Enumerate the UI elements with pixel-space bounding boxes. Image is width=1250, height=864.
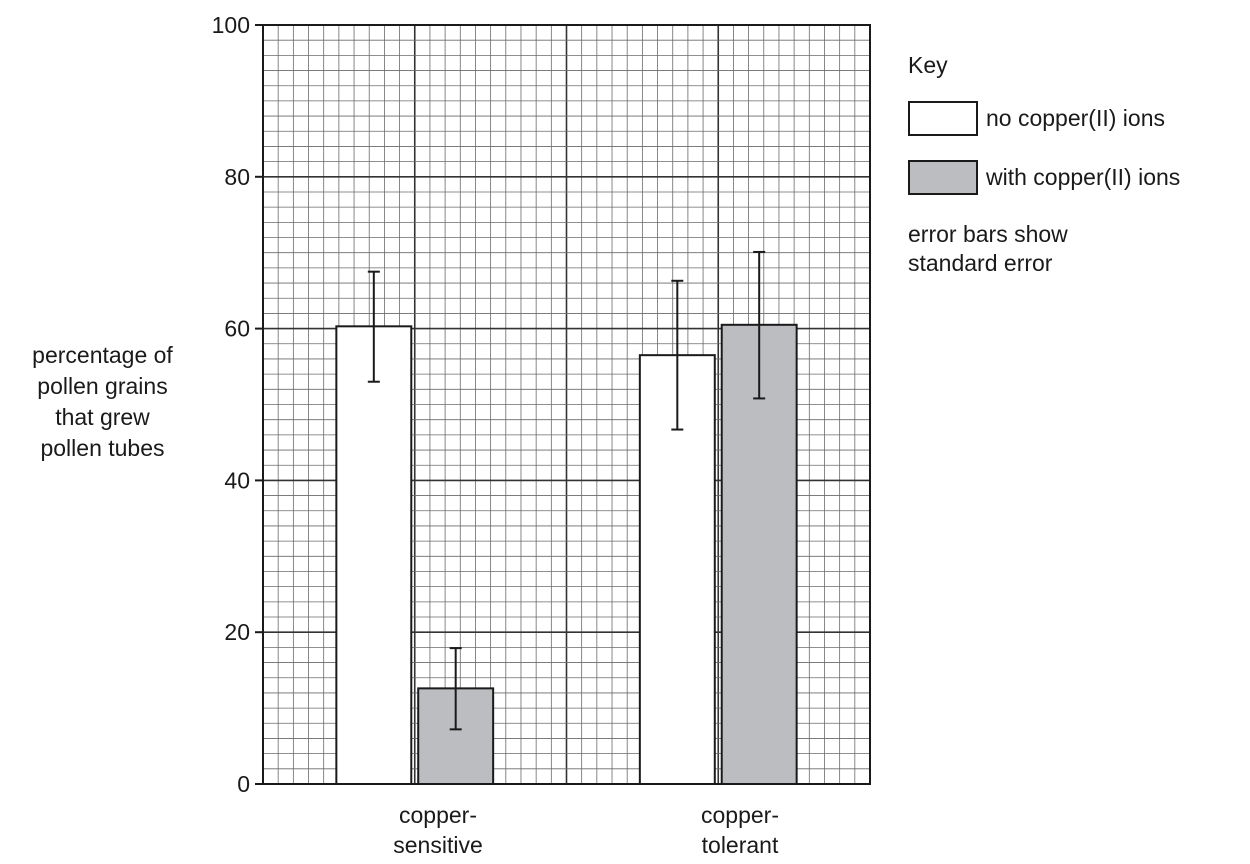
y-axis-label: percentage of pollen grains that grew po…	[0, 340, 205, 464]
y-tick-label: 20	[224, 619, 250, 645]
category-label-copper-sensitive: copper- sensitive	[338, 800, 538, 860]
plot-frame	[262, 24, 871, 785]
legend-item-label: with copper(II) ions	[986, 163, 1181, 190]
category-label-line: sensitive	[393, 832, 483, 858]
category-label-copper-tolerant: copper- tolerant	[640, 800, 840, 860]
y-axis-label-line: percentage of	[32, 342, 173, 368]
bar-with-copper	[720, 323, 798, 785]
y-tick-label: 60	[224, 316, 250, 342]
legend-title: Key	[908, 52, 948, 78]
legend-item-label: no copper(II) ions	[986, 104, 1165, 131]
y-tick-label: 100	[212, 12, 250, 38]
y-tick-label: 40	[224, 467, 250, 493]
category-label-line: copper-	[701, 802, 779, 828]
y-tick-label: 80	[224, 164, 250, 190]
y-tick-label: 0	[237, 771, 250, 797]
legend-note: error bars show standard error	[908, 220, 1068, 278]
legend-item-with-copper: with copper(II) ions	[908, 158, 1180, 196]
category-label-line: tolerant	[701, 832, 779, 858]
legend-item-no-copper: no copper(II) ions	[908, 99, 1165, 137]
error-bars	[367, 250, 766, 731]
legend-note-line: standard error	[908, 250, 1053, 276]
y-axis-ticks: 0 20 40 60 80 100	[212, 12, 263, 797]
y-axis-label-line: that grew	[55, 404, 150, 430]
category-label-line: copper-	[399, 802, 477, 828]
legend-swatch-grey	[908, 159, 978, 195]
bar-no-copper	[335, 325, 413, 785]
y-axis-label-line: pollen tubes	[40, 435, 165, 461]
legend-note-line: error bars show	[908, 221, 1068, 247]
y-axis-label-line: pollen grains	[37, 373, 168, 399]
legend-swatch-white	[908, 100, 978, 136]
